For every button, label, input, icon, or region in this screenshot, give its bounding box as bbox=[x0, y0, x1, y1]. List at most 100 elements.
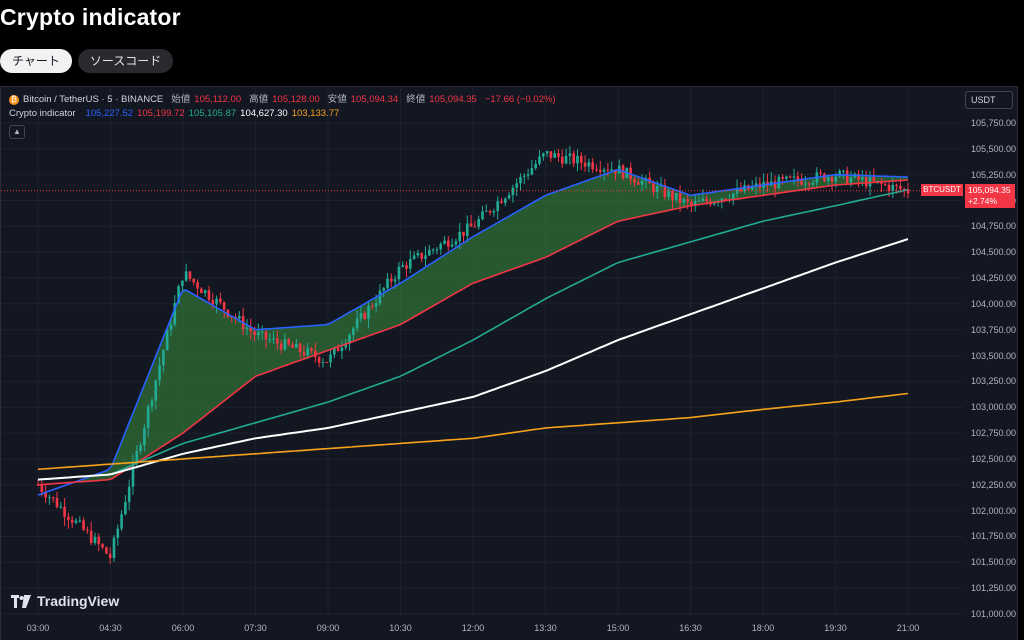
candle-body bbox=[701, 198, 705, 201]
candle-body bbox=[420, 252, 424, 259]
candle-body bbox=[579, 155, 583, 163]
candle-body bbox=[36, 484, 40, 486]
candle-body bbox=[849, 177, 853, 183]
tradingview-text: TradingView bbox=[37, 593, 120, 609]
candle-body bbox=[557, 153, 560, 157]
symbol-name[interactable]: Bitcoin / TetherUS · 5 · BINANCE bbox=[23, 94, 164, 105]
candle-body bbox=[693, 201, 697, 205]
candle-body bbox=[139, 445, 142, 452]
candle-body bbox=[131, 463, 135, 487]
x-tick-label: 21:00 bbox=[896, 623, 920, 633]
tab-chart[interactable]: チャート bbox=[0, 49, 72, 73]
candle-body bbox=[260, 331, 264, 333]
candle-body bbox=[207, 290, 211, 300]
symbol-row: Bitcoin / TetherUS · 5 · BINANCE 始値105,1… bbox=[9, 93, 556, 107]
y-tick-label: 101,750.00 bbox=[971, 531, 1017, 542]
candle-body bbox=[374, 303, 378, 307]
candle-body bbox=[633, 179, 636, 183]
candle-body bbox=[902, 189, 906, 191]
candle-body bbox=[51, 497, 55, 499]
candle-body bbox=[636, 182, 640, 185]
change-value: −17.66 (−0.02%) bbox=[484, 94, 556, 105]
page-title: Crypto indicator bbox=[0, 4, 181, 30]
candle-body bbox=[222, 302, 226, 310]
candle-body bbox=[435, 249, 439, 251]
y-tick-label: 102,250.00 bbox=[971, 479, 1017, 490]
candle-body bbox=[522, 175, 526, 177]
candle-body bbox=[750, 186, 754, 190]
y-tick-label: 104,500.00 bbox=[971, 247, 1017, 258]
price-chart[interactable] bbox=[1, 87, 963, 615]
candle-body bbox=[796, 176, 800, 181]
high-value: 105,128.00 bbox=[272, 94, 320, 105]
candle-body bbox=[59, 506, 63, 508]
candle-body bbox=[576, 155, 579, 164]
candle-body bbox=[298, 343, 302, 353]
candle-body bbox=[393, 279, 397, 282]
candle-body bbox=[507, 195, 511, 199]
candle-body bbox=[549, 151, 553, 158]
candle-body bbox=[899, 185, 902, 190]
high-label: 高値 bbox=[249, 94, 269, 105]
low-value: 105,094.34 bbox=[350, 94, 399, 105]
candle-body bbox=[295, 343, 298, 348]
candle-body bbox=[219, 298, 222, 303]
candle-body bbox=[572, 153, 575, 164]
candle-body bbox=[598, 169, 602, 172]
candle-body bbox=[454, 241, 458, 245]
candle-body bbox=[804, 183, 807, 185]
indicator-value-2: 105,199.72 bbox=[137, 108, 185, 119]
indicator-line-5 bbox=[37, 392, 909, 471]
collapse-legend-button[interactable]: ▲ bbox=[9, 125, 25, 139]
candle-body bbox=[40, 484, 44, 492]
tab-source-code[interactable]: ソースコード bbox=[77, 49, 174, 73]
candle-body bbox=[655, 185, 659, 192]
candle-body bbox=[378, 290, 382, 304]
candle-body bbox=[610, 169, 613, 171]
candle-body bbox=[640, 180, 644, 185]
time-axis[interactable]: 03:00 04:30 06:00 07:30 09:00 10:30 12:00 13:30… bbox=[1, 615, 963, 640]
indicator-line-1 bbox=[37, 169, 909, 496]
candle-body bbox=[329, 354, 332, 363]
candle-body bbox=[595, 169, 598, 171]
candle-body bbox=[287, 339, 291, 345]
candle-body bbox=[416, 252, 420, 256]
x-tick-label: 07:30 bbox=[244, 623, 267, 633]
candle-body bbox=[439, 243, 443, 250]
candle-body bbox=[63, 506, 66, 517]
candle-body bbox=[473, 226, 477, 228]
candle-body bbox=[253, 331, 256, 336]
candle-body bbox=[496, 201, 499, 212]
candle-body bbox=[405, 265, 408, 269]
candle-body bbox=[602, 169, 606, 172]
indicator-name[interactable]: Crypto indicator bbox=[9, 108, 76, 119]
price-axis[interactable]: 105,750.00105,500.00105,250.00105,000.00… bbox=[963, 87, 1017, 640]
candle-body bbox=[785, 176, 788, 179]
candle-body bbox=[466, 223, 469, 236]
candle-body bbox=[143, 427, 146, 446]
candle-body bbox=[724, 198, 727, 200]
indicator-row: Crypto indicator 105,227.52 105,199.72 1… bbox=[9, 107, 556, 121]
indicator-line-4 bbox=[37, 238, 909, 481]
chart-widget[interactable]: Bitcoin / TetherUS · 5 · BINANCE 始値105,1… bbox=[0, 86, 1018, 640]
candle-body bbox=[74, 520, 78, 523]
candle-body bbox=[739, 188, 743, 192]
bitcoin-icon bbox=[9, 94, 19, 106]
x-tick-label: 15:00 bbox=[606, 623, 630, 633]
candle-body bbox=[811, 182, 815, 185]
x-tick-label: 13:30 bbox=[534, 623, 557, 633]
candle-body bbox=[731, 193, 735, 200]
y-tick-label: 103,250.00 bbox=[971, 376, 1017, 387]
candle-body bbox=[792, 176, 796, 178]
candle-body bbox=[101, 544, 104, 548]
candle-body bbox=[363, 312, 367, 319]
candle-body bbox=[93, 536, 97, 544]
currency-button[interactable]: USDT bbox=[965, 91, 1013, 109]
candle-body bbox=[409, 258, 412, 269]
candle-body bbox=[481, 211, 484, 220]
candle-body bbox=[895, 184, 898, 186]
tradingview-logo[interactable]: TradingView bbox=[11, 593, 119, 609]
candle-body bbox=[872, 177, 876, 182]
candle-body bbox=[553, 153, 556, 158]
candle-body bbox=[560, 156, 564, 164]
